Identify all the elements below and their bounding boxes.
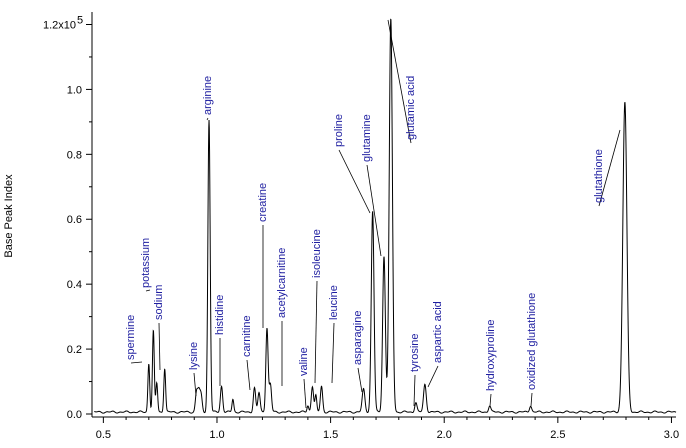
- peak-label-leucine: leucine: [328, 285, 340, 320]
- y-tick-label: 0.4: [67, 279, 82, 291]
- y-tick-label: 0.0: [67, 409, 82, 421]
- leader-line-sodium: [158, 322, 161, 371]
- chromatogram-trace: [94, 18, 677, 414]
- peak-label-valine: valine: [298, 347, 310, 376]
- leader-line-asparagine: [357, 367, 363, 393]
- leader-line-lysine: [193, 372, 197, 397]
- peak-label-creatine: creatine: [257, 183, 269, 222]
- peak-label-isoleucine: isoleucine: [311, 229, 323, 278]
- leader-line-proline: [338, 149, 371, 214]
- y-tick-label: 1.0: [67, 84, 82, 96]
- leader-line-hydroxyproline: [489, 393, 492, 407]
- y-axis-title: Base Peak Index: [3, 174, 15, 258]
- peak-label-arginine: arginine: [202, 76, 214, 115]
- peak-label-glutathione: glutathione: [593, 149, 605, 203]
- peak-label-tyrosine: tyrosine: [409, 333, 421, 372]
- x-tick-label: 2.5: [550, 429, 565, 441]
- leader-line-glutamine: [366, 164, 382, 257]
- peak-label-histidine: histidine: [214, 295, 226, 335]
- peak-label-sodium: sodium: [153, 285, 165, 320]
- y-tick-label: 0.2: [67, 344, 82, 356]
- peak-label-oxidized-glutathione: oxidized glutathione: [526, 293, 538, 390]
- peak-label-glutamine: glutamine: [361, 114, 373, 162]
- y-tick-exponent: 5: [77, 14, 83, 26]
- x-tick-label: 2.0: [437, 429, 452, 441]
- y-tick-label: 0.8: [67, 149, 82, 161]
- y-tick-label: 1.2x10: [43, 19, 76, 31]
- leader-line-tyrosine: [413, 374, 416, 407]
- peak-label-spermine: spermine: [125, 315, 137, 360]
- peak-label-potassium: potassium: [140, 238, 152, 288]
- leader-line-aspartic-acid: [427, 365, 439, 388]
- peak-label-glutamic-acid: glutamic acid: [405, 76, 417, 140]
- peak-label-proline: proline: [333, 114, 345, 147]
- peak-label-acetylcarnitine: acetylcarnitine: [276, 248, 288, 318]
- x-tick-label: 1.0: [209, 429, 224, 441]
- peak-label-hydroxyproline: hydroxyproline: [485, 319, 497, 391]
- peak-label-aspartic-acid: aspartic acid: [432, 301, 444, 363]
- peak-label-asparagine: asparagine: [352, 311, 364, 365]
- peak-label-carnitine: carnitine: [241, 315, 253, 357]
- axes-group: 0.5 1.0 1.5 2.0 2.5 3.0 0.0 0.2 0.4 0.6 0.8 1.0 1.2x…: [43, 12, 679, 441]
- leader-line-oxidized-glutathione: [530, 392, 533, 407]
- y-tick-label: 0.6: [67, 214, 82, 226]
- leader-line-potassium: [145, 289, 151, 292]
- leader-line-arginine: [206, 117, 209, 121]
- leader-line-glutamic-acid: [387, 19, 412, 144]
- leader-line-valine: [303, 378, 307, 409]
- x-tick-label: 3.0: [664, 429, 679, 441]
- leader-line-glutathione: [598, 129, 621, 207]
- leader-line-leucine: [331, 322, 335, 384]
- leader-line-spermine: [130, 361, 143, 364]
- x-tick-label: 1.5: [323, 429, 338, 441]
- x-tick-label: 0.5: [96, 429, 111, 441]
- leader-line-carnitine: [246, 359, 251, 391]
- peak-label-lysine: lysine: [188, 342, 200, 370]
- leader-line-isoleucine: [314, 280, 318, 384]
